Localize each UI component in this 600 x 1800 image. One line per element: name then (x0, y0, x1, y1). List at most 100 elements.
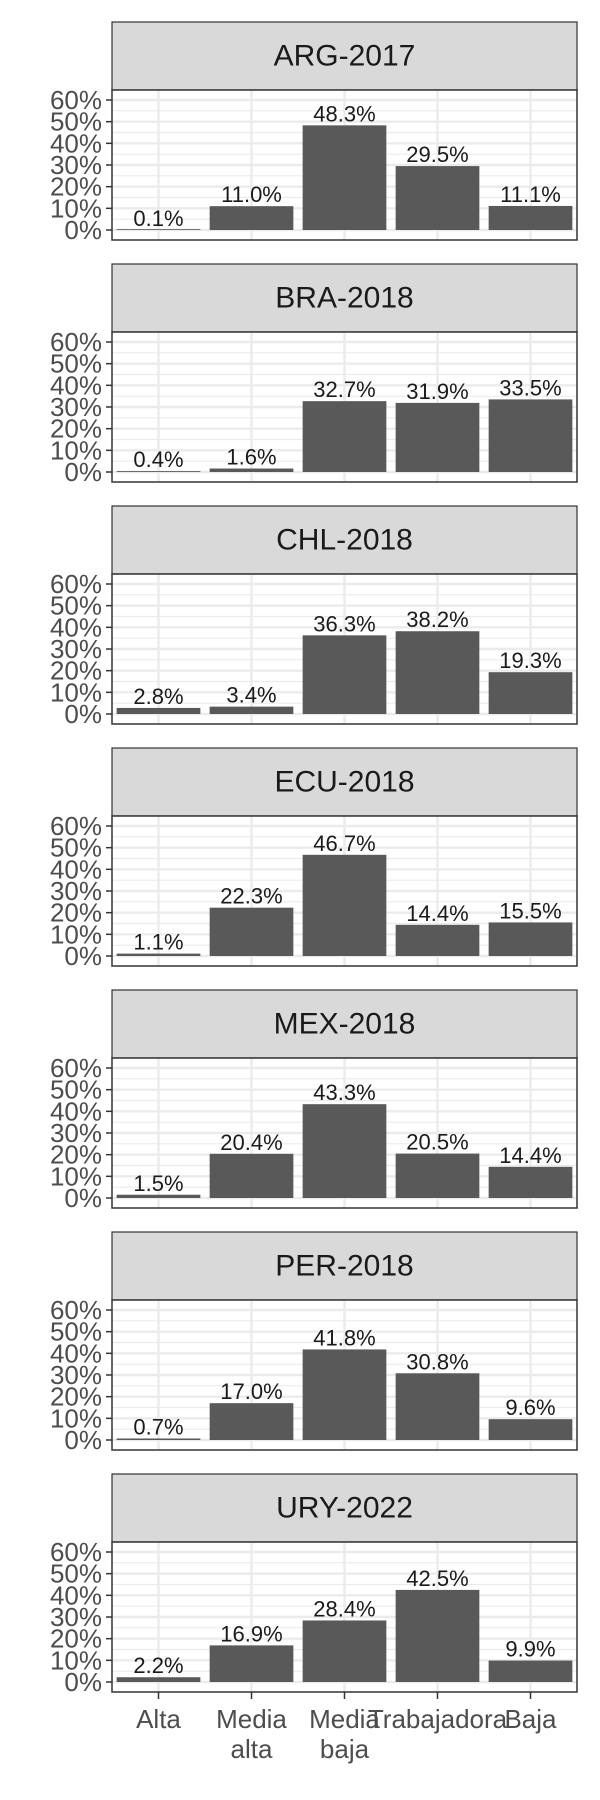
y-tick-label: 30% (50, 876, 102, 906)
y-tick-label: 20% (50, 414, 102, 444)
bar-baja (488, 1660, 573, 1682)
bar-value-label: 0.1% (133, 206, 183, 231)
bar-trabajadora (395, 1373, 480, 1440)
facet-ury-2022: URY-2022 2.2% 16.9% 28.4% 42.5% 9.9% 0%10%20%3… (50, 1473, 578, 1697)
bar-trabajadora (395, 631, 480, 714)
facet-strip (111, 1473, 578, 1543)
bar-media-baja (302, 125, 387, 230)
y-tick-label: 30% (50, 392, 102, 422)
y-tick-label: 40% (50, 1338, 102, 1368)
bar-trabajadora (395, 402, 480, 472)
bar-media-alta (209, 1645, 294, 1682)
facet-strip (111, 1231, 578, 1301)
facet-arg-2017: ARG-2017 0.1% 11.0% 48.3% 29.5% 11.1% 0%10%20%… (50, 21, 578, 245)
y-tick-label: 0% (64, 1667, 102, 1697)
bar-value-label: 1.5% (133, 1171, 183, 1196)
bar-alta (116, 953, 201, 956)
x-tick-label: Media (309, 1704, 380, 1734)
y-tick-label: 0% (64, 941, 102, 971)
y-tick-label: 10% (50, 677, 102, 707)
y-tick-label: 10% (50, 919, 102, 949)
y-tick-label: 20% (50, 898, 102, 928)
bar-value-label: 14.4% (499, 1143, 561, 1168)
y-tick-label: 40% (50, 1096, 102, 1126)
y-tick-label: 20% (50, 1140, 102, 1170)
bar-value-label: 32.7% (313, 377, 375, 402)
bar-value-label: 9.6% (505, 1395, 555, 1420)
facet-title: ECU-2018 (274, 766, 414, 799)
bar-value-label: 2.2% (133, 1653, 183, 1678)
bar-alta (116, 1194, 201, 1198)
bar-value-label: 48.3% (313, 101, 375, 126)
bar-media-baja (302, 854, 387, 956)
x-tick-label: baja (320, 1734, 370, 1764)
facet-strip (111, 21, 578, 91)
facet-title: ARG-2017 (274, 40, 416, 73)
x-tick-label: Trabajadora (368, 1704, 508, 1734)
bar-value-label: 11.1% (500, 182, 561, 207)
bar-value-label: 19.3% (499, 648, 561, 673)
y-tick-label: 50% (50, 107, 102, 137)
bar-value-label: 15.5% (499, 898, 561, 923)
bar-baja (488, 922, 573, 956)
y-tick-label: 60% (50, 569, 102, 599)
bar-trabajadora (395, 166, 480, 230)
y-tick-label: 0% (64, 1183, 102, 1213)
bar-value-label: 20.4% (220, 1130, 282, 1155)
bar-value-label: 11.0% (221, 182, 282, 207)
y-tick-label: 40% (50, 128, 102, 158)
x-tick-label: Alta (136, 1704, 181, 1734)
bar-alta (116, 229, 201, 230)
y-tick-label: 10% (50, 1645, 102, 1675)
y-tick-label: 50% (50, 1317, 102, 1347)
y-tick-label: 50% (50, 591, 102, 621)
bar-value-label: 20.5% (406, 1130, 468, 1155)
bar-value-label: 29.5% (406, 142, 468, 167)
bar-value-label: 1.6% (226, 445, 276, 470)
x-tick-label: Media (216, 1704, 287, 1734)
y-tick-label: 60% (50, 85, 102, 115)
y-tick-label: 30% (50, 1118, 102, 1148)
bar-alta (116, 707, 201, 714)
bar-value-label: 17.0% (220, 1379, 282, 1404)
bar-value-label: 14.4% (406, 901, 468, 926)
bar-value-label: 33.5% (499, 375, 561, 400)
y-tick-label: 40% (50, 612, 102, 642)
bar-media-baja (302, 1620, 387, 1682)
bar-value-label: 36.3% (313, 611, 375, 636)
facet-strip (111, 747, 578, 817)
facet-title: PER-2018 (275, 1250, 413, 1283)
bar-value-label: 22.3% (220, 884, 282, 909)
y-tick-label: 40% (50, 1580, 102, 1610)
facet-per-2018: PER-2018 0.7% 17.0% 41.8% 30.8% 9.6% 0%10%20%3… (50, 1231, 578, 1455)
bar-media-baja (302, 635, 387, 714)
bar-value-label: 1.1% (133, 930, 183, 955)
y-tick-label: 50% (50, 1075, 102, 1105)
y-tick-label: 30% (50, 1360, 102, 1390)
y-tick-label: 40% (50, 370, 102, 400)
bar-value-label: 28.4% (313, 1596, 375, 1621)
facet-ecu-2018: ECU-2018 1.1% 22.3% 46.7% 14.4% 15.5% 0%10%20%… (50, 747, 578, 971)
bar-value-label: 31.9% (406, 379, 468, 404)
bar-value-label: 3.4% (226, 683, 276, 708)
bar-media-alta (209, 1153, 294, 1198)
facet-chl-2018: CHL-2018 2.8% 3.4% 36.3% 38.2% 19.3% 0%10%20%3… (50, 505, 578, 729)
y-tick-label: 50% (50, 349, 102, 379)
bar-value-label: 38.2% (406, 607, 468, 632)
y-tick-label: 20% (50, 172, 102, 202)
y-tick-label: 60% (50, 1537, 102, 1567)
bar-baja (488, 1419, 573, 1440)
bar-alta (116, 1677, 201, 1682)
bar-media-alta (209, 206, 294, 230)
bar-baja (488, 205, 573, 230)
y-tick-label: 60% (50, 811, 102, 841)
y-tick-label: 10% (50, 193, 102, 223)
y-tick-label: 30% (50, 1602, 102, 1632)
y-tick-label: 60% (50, 1053, 102, 1083)
facet-title: CHL-2018 (276, 524, 413, 557)
y-tick-label: 0% (64, 215, 102, 245)
bar-media-alta (209, 1403, 294, 1440)
bar-baja (488, 672, 573, 714)
